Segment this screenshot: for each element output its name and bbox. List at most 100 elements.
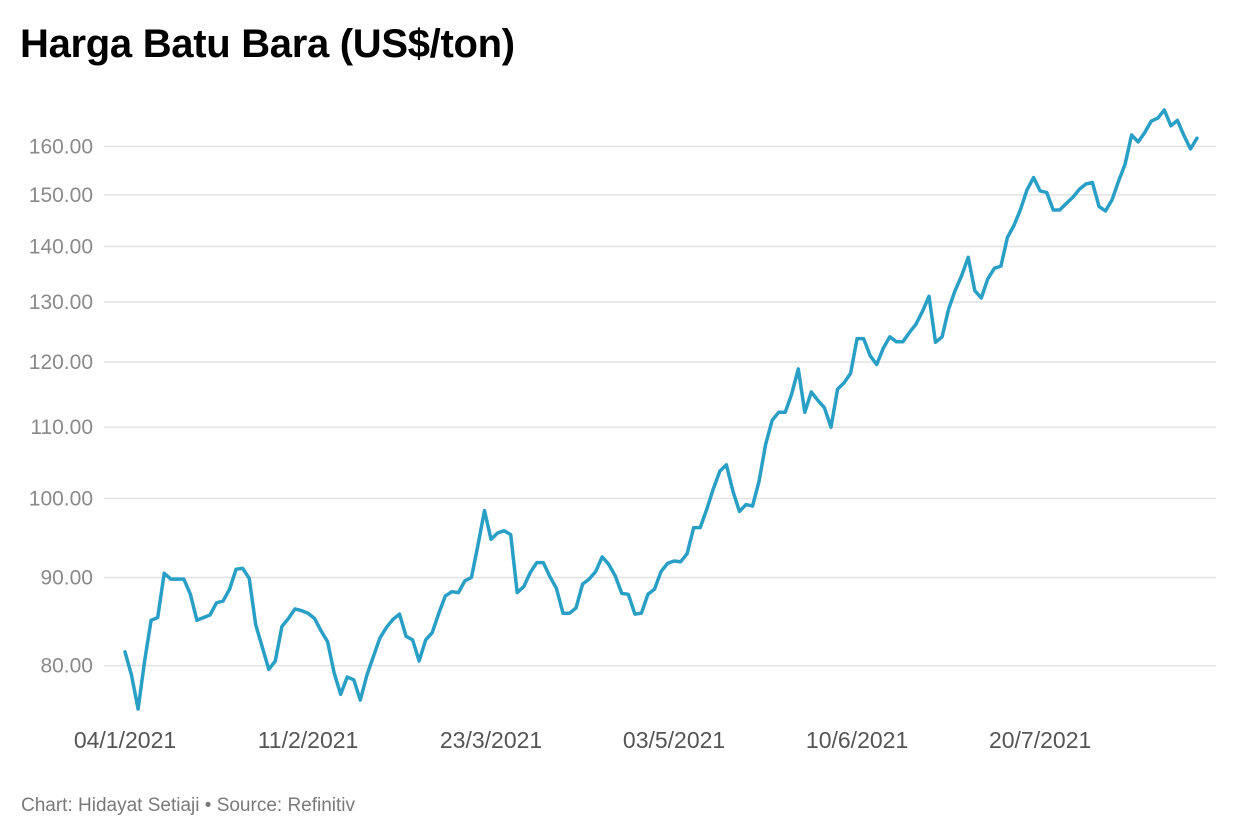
- data-point: [385, 626, 388, 629]
- data-point: [914, 323, 918, 326]
- y-tick-label: 150.00: [29, 184, 93, 207]
- x-tick-label: 11/2/2021: [258, 727, 359, 753]
- data-point: [254, 623, 257, 626]
- y-tick-label: 80.00: [40, 655, 93, 678]
- data-point: [1006, 236, 1009, 239]
- data-point: [816, 399, 820, 402]
- data-point: [940, 335, 944, 339]
- chart-title: Harga Batu Bara (US$/ton): [20, 22, 515, 66]
- data-point: [1123, 162, 1127, 166]
- data-point: [751, 504, 754, 508]
- data-point: [1156, 116, 1159, 120]
- data-point: [515, 591, 519, 594]
- data-point: [1117, 179, 1120, 183]
- data-point: [208, 613, 212, 617]
- data-point: [862, 337, 865, 340]
- price-series-line: [123, 108, 1199, 711]
- data-point: [1065, 202, 1068, 205]
- data-point: [339, 693, 342, 696]
- data-point: [522, 585, 525, 588]
- series-layer: [123, 108, 1199, 711]
- data-point: [542, 561, 545, 564]
- data-point: [489, 538, 493, 541]
- data-point: [731, 489, 735, 493]
- data-point: [1110, 198, 1114, 202]
- data-point: [1189, 147, 1192, 151]
- data-point: [790, 392, 793, 396]
- y-tick-label: 140.00: [29, 236, 93, 259]
- data-point: [973, 289, 976, 292]
- data-point: [378, 636, 382, 640]
- data-point: [372, 655, 375, 658]
- y-tick-label: 100.00: [29, 488, 93, 511]
- y-tick-label: 90.00: [40, 566, 93, 589]
- data-point: [163, 572, 166, 575]
- data-point: [620, 592, 623, 595]
- data-point: [855, 337, 859, 340]
- data-point: [659, 570, 663, 573]
- data-point: [1130, 133, 1133, 137]
- data-point: [725, 463, 728, 467]
- data-point: [921, 310, 924, 313]
- x-tick-label: 23/3/2021: [440, 727, 542, 753]
- data-point: [718, 470, 722, 473]
- data-point: [241, 567, 244, 570]
- data-point: [705, 507, 708, 511]
- data-point: [509, 533, 512, 536]
- data-point: [587, 577, 591, 581]
- data-point: [228, 587, 231, 591]
- data-point: [1051, 208, 1055, 212]
- data-point: [352, 678, 355, 682]
- data-point: [535, 561, 539, 564]
- data-point: [411, 638, 414, 642]
- data-point: [783, 411, 787, 414]
- data-point: [424, 638, 427, 642]
- data-point: [1071, 196, 1075, 199]
- data-point: [757, 480, 761, 483]
- data-point: [927, 295, 931, 298]
- data-point: [274, 659, 277, 663]
- data-point: [437, 612, 440, 615]
- data-point: [1163, 108, 1166, 112]
- data-point: [653, 587, 656, 591]
- data-point: [496, 531, 499, 535]
- y-tick-label: 160.00: [29, 136, 93, 159]
- footer-separator: •: [204, 795, 212, 816]
- data-point: [149, 619, 153, 622]
- data-point: [692, 526, 695, 529]
- data-point: [849, 372, 852, 375]
- data-point: [666, 562, 669, 565]
- data-point: [247, 577, 251, 580]
- data-point: [1150, 120, 1153, 123]
- data-point: [744, 503, 748, 506]
- data-point: [202, 616, 205, 619]
- data-point: [189, 593, 192, 596]
- data-point: [306, 612, 310, 615]
- data-point: [502, 529, 506, 532]
- data-point: [685, 552, 689, 555]
- data-point: [182, 577, 186, 581]
- data-point: [764, 443, 767, 446]
- data-point: [888, 335, 891, 339]
- data-point: [1032, 176, 1035, 179]
- data-point: [823, 406, 826, 409]
- data-point: [215, 601, 218, 605]
- data-point: [130, 673, 133, 677]
- data-point: [1104, 209, 1107, 213]
- data-point: [967, 256, 970, 259]
- data-point: [895, 340, 898, 343]
- data-point: [999, 264, 1003, 268]
- data-point: [672, 559, 676, 563]
- data-point: [463, 579, 467, 582]
- data-point: [548, 575, 552, 578]
- data-point: [470, 576, 473, 579]
- data-point: [326, 640, 329, 643]
- data-point: [738, 510, 741, 513]
- data-point: [169, 577, 172, 581]
- data-point: [980, 296, 983, 300]
- data-point: [908, 331, 911, 334]
- data-point: [947, 307, 950, 311]
- data-point: [1097, 205, 1101, 208]
- data-point: [829, 425, 833, 429]
- data-point: [810, 390, 813, 394]
